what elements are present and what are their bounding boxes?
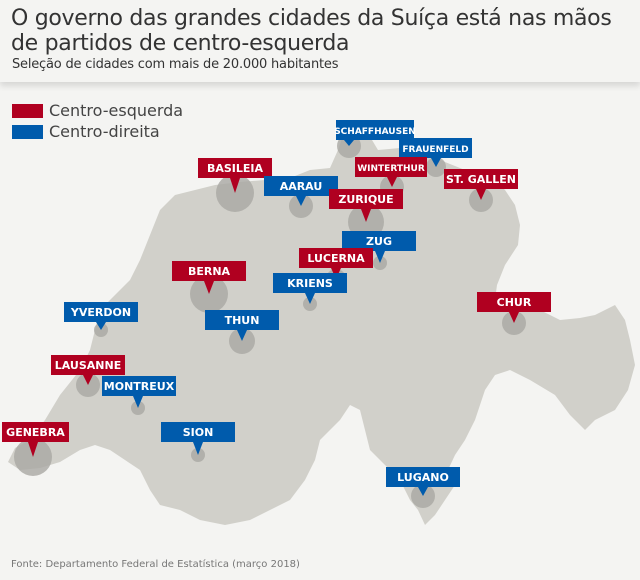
legend-swatch-left: [12, 103, 43, 118]
city-marker-montreux[interactable]: MONTREUX: [102, 376, 176, 408]
city-marker-winterthur[interactable]: WINTERTHUR: [355, 157, 427, 187]
pin-pointer-icon: [230, 178, 240, 193]
city-label-box: [102, 376, 176, 396]
pin-pointer-icon: [305, 293, 315, 304]
city-name: ZUG: [366, 235, 392, 248]
city-name: ZURIQUE: [338, 193, 393, 206]
city-marker-kriens[interactable]: KRIENS: [273, 273, 347, 304]
city-marker-lausanne[interactable]: LAUSANNE: [51, 355, 125, 385]
pin-pointer-icon: [204, 281, 214, 294]
city-label-box: [329, 189, 403, 209]
city-label-box: [477, 292, 551, 312]
pin-pointer-icon: [96, 322, 106, 330]
pin-pointer-icon: [375, 251, 385, 263]
city-name: THUN: [225, 314, 260, 327]
pin-pointer-icon: [28, 442, 38, 457]
city-label-box: [64, 302, 138, 322]
city-marker-lugano[interactable]: LUGANO: [386, 467, 460, 496]
pin-pointer-icon: [476, 189, 486, 200]
city-label-box: [444, 169, 518, 189]
legend-label: Centro-direita: [49, 122, 160, 141]
city-name: ST. GALLEN: [446, 173, 516, 186]
city-label-box: [386, 467, 460, 487]
city-marker-berna[interactable]: BERNA: [172, 261, 246, 294]
city-label-box: [161, 422, 235, 442]
page-subtitle: Seleção de cidades com mais de 20.000 ha…: [12, 57, 339, 72]
city-label-box: [198, 158, 272, 178]
city-name: BASILEIA: [207, 162, 264, 175]
page-title: O governo das grandes cidades da Suíça e…: [11, 6, 612, 56]
city-name: LUGANO: [397, 471, 449, 484]
pin-pointer-icon: [387, 177, 397, 187]
legend: Centro-esquerda Centro-direita: [12, 100, 183, 142]
city-name: KRIENS: [287, 277, 333, 290]
city-name: YVERDON: [70, 306, 131, 319]
pin-pointer-icon: [361, 209, 371, 222]
legend-label: Centro-esquerda: [49, 101, 184, 120]
city-label-box: [355, 157, 427, 177]
legend-item-centro-direita: Centro-direita: [12, 121, 183, 142]
city-label-box: [299, 248, 373, 268]
city-marker-genebra[interactable]: GENEBRA: [2, 422, 69, 457]
city-marker-frauenfeld[interactable]: FRAUENFELD: [399, 138, 472, 167]
city-name: GENEBRA: [6, 426, 65, 439]
city-name: WINTERTHUR: [357, 164, 425, 174]
city-name: SCHAFFHAUSEN: [334, 127, 416, 137]
city-marker-schaffhausen[interactable]: SCHAFFHAUSEN: [334, 120, 416, 146]
city-label-box: [205, 310, 279, 330]
pin-pointer-icon: [509, 312, 519, 323]
pin-pointer-icon: [193, 442, 203, 455]
city-marker-lucerna[interactable]: LUCERNA: [299, 248, 373, 279]
city-marker-yverdon[interactable]: YVERDON: [64, 302, 138, 330]
pin-pointer-icon: [344, 140, 354, 146]
pin-pointer-icon: [431, 158, 441, 167]
city-label-box: [264, 176, 338, 196]
city-label-box: [2, 422, 69, 442]
city-marker-st-gallen[interactable]: ST. GALLEN: [444, 169, 518, 200]
city-marker-zurique[interactable]: ZURIQUE: [329, 189, 403, 222]
header: O governo das grandes cidades da Suíça e…: [0, 0, 640, 82]
pin-pointer-icon: [296, 196, 306, 206]
city-label-box: [273, 273, 347, 293]
city-marker-thun[interactable]: THUN: [205, 310, 279, 341]
city-name: AARAU: [280, 180, 323, 193]
city-marker-basileia[interactable]: BASILEIA: [198, 158, 272, 193]
pin-pointer-icon: [237, 330, 247, 341]
city-marker-sion[interactable]: SION: [161, 422, 235, 455]
city-label-box: [336, 120, 414, 140]
city-label-box: [172, 261, 246, 281]
pin-pointer-icon: [133, 396, 143, 408]
legend-item-centro-esquerda: Centro-esquerda: [12, 100, 183, 121]
legend-swatch-right: [12, 124, 43, 139]
pin-pointer-icon: [418, 487, 428, 496]
city-marker-zug[interactable]: ZUG: [342, 231, 416, 263]
city-name: BERNA: [188, 265, 231, 278]
pin-pointer-icon: [83, 375, 93, 385]
city-label-box: [51, 355, 125, 375]
city-name: LUCERNA: [307, 252, 365, 265]
source-note: Fonte: Departamento Federal de Estatísti…: [11, 559, 300, 570]
city-name: CHUR: [497, 296, 532, 309]
city-name: SION: [183, 426, 214, 439]
city-marker-aarau[interactable]: AARAU: [264, 176, 338, 206]
city-name: FRAUENFELD: [402, 145, 468, 155]
city-marker-chur[interactable]: CHUR: [477, 292, 551, 323]
city-name: LAUSANNE: [55, 359, 121, 372]
city-label-box: [342, 231, 416, 251]
city-name: MONTREUX: [104, 380, 175, 393]
city-label-box: [399, 138, 472, 158]
